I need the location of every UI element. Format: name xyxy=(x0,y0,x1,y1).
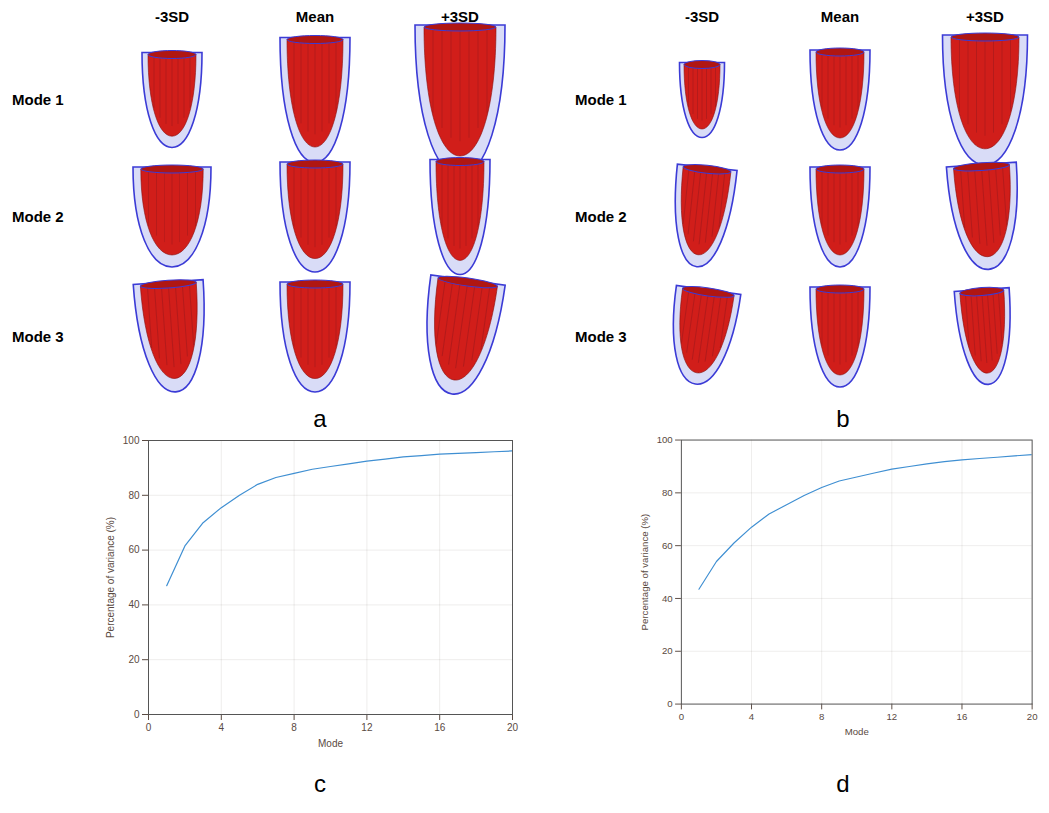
svg-text:20: 20 xyxy=(507,722,519,733)
svg-text:Mode 2: Mode 2 xyxy=(12,208,64,225)
svg-text:20: 20 xyxy=(128,654,140,665)
svg-text:12: 12 xyxy=(361,722,373,733)
html-text:d: d xyxy=(836,770,850,797)
svg-text:80: 80 xyxy=(128,490,140,501)
svg-text:16: 16 xyxy=(434,722,446,733)
svg-text:+3SD: +3SD xyxy=(441,8,479,25)
svg-text:20: 20 xyxy=(1027,711,1038,722)
svg-text:+3SD: +3SD xyxy=(966,8,1004,25)
svg-text:100: 100 xyxy=(657,434,673,445)
svg-text:-3SD: -3SD xyxy=(685,8,719,25)
svg-text:80: 80 xyxy=(662,487,673,498)
svg-text:Percentage of variance (%): Percentage of variance (%) xyxy=(639,514,650,631)
svg-text:Mean: Mean xyxy=(821,8,859,25)
svg-text:100: 100 xyxy=(123,435,140,446)
svg-text:Mode 2: Mode 2 xyxy=(575,208,627,225)
svg-text:12: 12 xyxy=(886,711,897,722)
svg-text:0: 0 xyxy=(134,709,140,720)
svg-text:16: 16 xyxy=(957,711,968,722)
svg-text:40: 40 xyxy=(662,593,673,604)
svg-text:Mode 3: Mode 3 xyxy=(575,328,627,345)
html-text:a: a xyxy=(313,405,327,432)
svg-text:4: 4 xyxy=(219,722,225,733)
html-text:b: b xyxy=(836,405,850,432)
svg-text:60: 60 xyxy=(128,544,140,555)
svg-text:40: 40 xyxy=(128,599,140,610)
svg-text:0: 0 xyxy=(146,722,152,733)
svg-text:Mode 3: Mode 3 xyxy=(12,328,64,345)
svg-text:60: 60 xyxy=(662,540,673,551)
html-text:c: c xyxy=(314,770,326,797)
svg-text:0: 0 xyxy=(667,698,672,709)
svg-text:Mode 1: Mode 1 xyxy=(12,91,64,108)
svg-text:4: 4 xyxy=(749,711,755,722)
svg-text:-3SD: -3SD xyxy=(155,8,189,25)
svg-text:Mean: Mean xyxy=(296,8,334,25)
svg-text:Mode 1: Mode 1 xyxy=(575,91,627,108)
svg-text:Mode: Mode xyxy=(845,726,869,737)
svg-text:8: 8 xyxy=(291,722,297,733)
svg-text:Percentage of variance (%): Percentage of variance (%) xyxy=(105,517,116,638)
svg-text:0: 0 xyxy=(679,711,684,722)
svg-text:8: 8 xyxy=(819,711,824,722)
svg-text:20: 20 xyxy=(662,645,673,656)
svg-text:Mode: Mode xyxy=(318,738,343,749)
